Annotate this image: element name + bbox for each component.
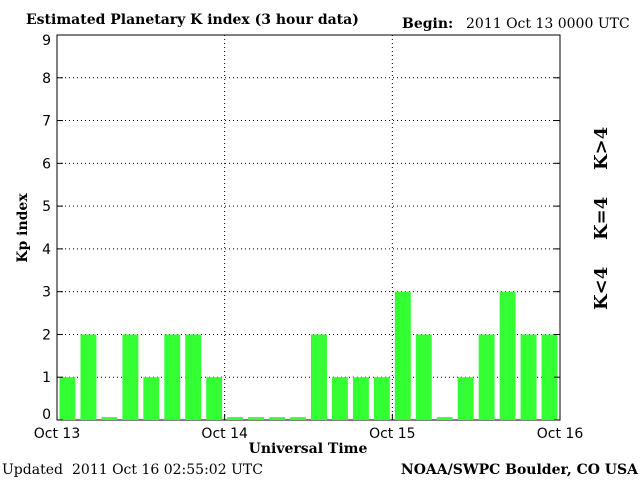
y-tick-label: 4: [42, 242, 51, 258]
kp-bar: [206, 377, 223, 420]
plot-frame: [56, 34, 561, 421]
y-axis-label: Kp index: [15, 193, 31, 263]
kp-bar: [478, 334, 495, 420]
legend-high: K>4: [591, 127, 612, 170]
kp-bar: [122, 334, 139, 420]
x-axis-label: Universal Time: [249, 441, 368, 457]
bars: [59, 291, 558, 420]
updated-label: Updated: [2, 462, 63, 478]
kp-bar: [269, 417, 286, 420]
kp-bar: [59, 377, 76, 420]
kp-bar: [80, 334, 97, 420]
begin-label: Begin:: [402, 16, 453, 32]
kp-bar: [373, 377, 390, 420]
kp-bar: [541, 334, 558, 420]
x-axis-ticks: Oct 13 Oct 14 Oct 15 Oct 16: [34, 414, 584, 442]
kp-bar: [227, 417, 244, 420]
kp-bar: [143, 377, 160, 420]
y-tick-label: 9: [42, 33, 51, 49]
kp-bar: [499, 291, 516, 420]
kp-bar: [457, 377, 474, 420]
kp-bar: [394, 291, 411, 420]
y-tick-label: 1: [42, 370, 51, 386]
kp-bar: [101, 417, 118, 420]
begin-value: 2011 Oct 13 0000 UTC: [466, 16, 630, 32]
kp-bar: [415, 334, 432, 420]
x-tick-label: Oct 13: [34, 426, 80, 442]
y-tick-label: 7: [42, 114, 51, 130]
y-tick-label: 3: [42, 285, 51, 301]
y-tick-label: 6: [42, 156, 51, 172]
kp-bar: [436, 417, 453, 420]
y-tick-label: 2: [42, 327, 51, 343]
y-tick-label: 5: [42, 199, 51, 215]
kp-bar: [164, 334, 181, 420]
kp-bar: [520, 334, 537, 420]
kp-bar: [331, 377, 348, 420]
y-tick-label: 8: [42, 71, 51, 87]
x-tick-label: Oct 15: [369, 426, 415, 442]
updated-value: 2011 Oct 16 02:55:02 UTC: [72, 462, 263, 478]
kp-bar: [311, 334, 327, 420]
source-credit: NOAA/SWPC Boulder, CO USA: [401, 462, 639, 478]
kp-bar: [290, 417, 306, 420]
y-axis-ticks: 0 1 2 3 4 5 6 7 8 9: [42, 33, 560, 423]
x-tick-label: Oct 16: [537, 426, 584, 442]
kp-bar: [248, 417, 265, 420]
x-tick-label: Oct 14: [201, 426, 248, 442]
y-tick-label: 0: [42, 407, 51, 423]
chart-title: Estimated Planetary K index (3 hour data…: [26, 12, 359, 28]
grid-lines: [57, 35, 560, 420]
kp-bar: [352, 377, 369, 420]
kp-bar: [185, 334, 202, 420]
legend-mid: K=4: [591, 197, 612, 240]
legend-low: K<4: [591, 267, 612, 310]
